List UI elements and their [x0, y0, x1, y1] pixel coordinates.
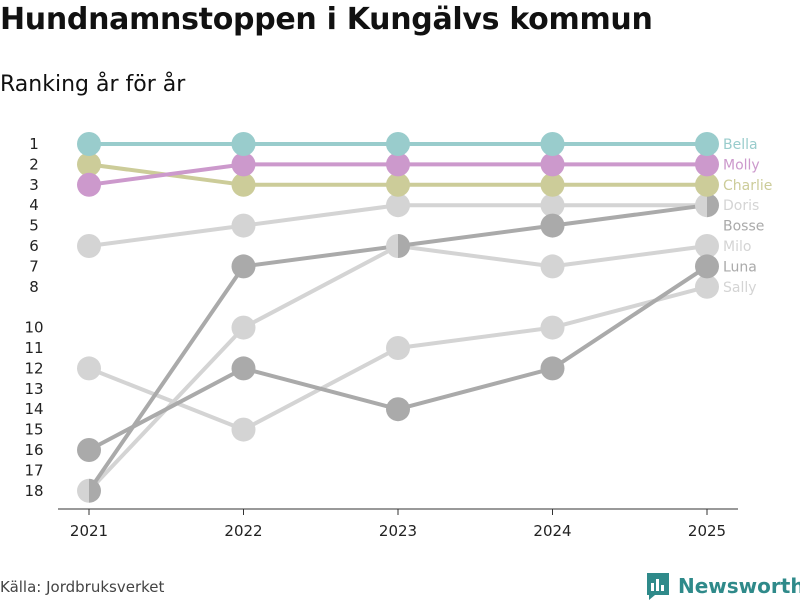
end-label-milo: Milo [723, 239, 751, 255]
point-doris-2023 [386, 193, 410, 218]
brand-logo: Newsworthy [645, 571, 800, 601]
point-molly-2024 [540, 152, 565, 177]
point-milo-2024 [540, 254, 565, 279]
x-tick-label: 2021 [70, 522, 108, 540]
chart-axes: 2021 2022 2023 2024 202512345678101112131415… [24, 135, 738, 540]
point-molly-2022 [231, 152, 256, 177]
x-tick-label: 2023 [379, 522, 417, 540]
point-charlie-2024 [540, 172, 565, 197]
point-sally-2024 [540, 315, 565, 340]
point-molly-2023 [386, 152, 410, 177]
newsworthy-icon [647, 573, 669, 600]
point-charlie-2022 [231, 172, 256, 197]
end-label-doris: Doris [723, 198, 759, 214]
point-sally-2021 [77, 356, 101, 381]
point-charlie-2023 [386, 172, 410, 197]
y-tick-label: 8 [29, 278, 39, 296]
chart-subtitle: Ranking år för år [0, 72, 186, 97]
point-bella-2025 [695, 132, 719, 156]
x-tick-label: 2024 [533, 522, 571, 540]
point-luna-2022 [231, 356, 256, 381]
point-charlie-2021 [77, 152, 101, 177]
point-milo-2022 [231, 315, 256, 340]
y-tick-label: 10 [24, 319, 43, 337]
series-end-labels: Bella Molly Charlie Doris Bosse Milo Luna Sally [723, 137, 772, 296]
point-doris-2024 [540, 193, 565, 218]
y-tick-label: 13 [24, 380, 43, 398]
y-tick-label: 3 [29, 176, 39, 194]
y-tick-label: 2 [29, 155, 39, 173]
end-label-luna: Luna [723, 259, 757, 275]
point-bosse-2023 [398, 234, 410, 258]
x-tick-label: 2025 [688, 522, 726, 540]
point-bella-2024 [540, 132, 565, 156]
chart-title: Hundnamnstoppen i Kungälvs kommun [0, 2, 653, 37]
brand-name: Newsworthy [678, 574, 800, 598]
point-bosse-2022 [231, 254, 256, 279]
series-points [77, 132, 719, 503]
point-luna-2025 [695, 254, 719, 279]
point-luna-2021 [77, 438, 101, 462]
source-note: Källa: Jordbruksverket [0, 578, 165, 596]
y-tick-label: 5 [29, 217, 39, 235]
point-milo-2021 [77, 478, 89, 503]
point-sally-2022 [231, 417, 256, 442]
y-tick-label: 12 [24, 359, 43, 377]
point-molly-2021 [77, 172, 101, 197]
end-label-charlie: Charlie [723, 178, 772, 194]
y-tick-label: 6 [29, 237, 39, 255]
end-label-sally: Sally [723, 280, 757, 296]
y-tick-label: 4 [29, 196, 39, 214]
y-tick-label: 18 [24, 482, 43, 500]
point-bosse-2021 [89, 478, 101, 503]
y-tick-label: 16 [24, 441, 43, 459]
x-tick-label: 2022 [224, 522, 262, 540]
point-doris-2021 [77, 234, 101, 258]
point-sally-2023 [386, 336, 410, 360]
end-label-bosse: Bosse [723, 219, 764, 235]
point-doris-2025 [695, 193, 707, 218]
point-milo-2023 [386, 234, 398, 258]
y-tick-label: 7 [29, 257, 39, 275]
point-luna-2023 [386, 397, 410, 422]
end-label-molly: Molly [723, 157, 760, 173]
y-tick-label: 14 [24, 400, 43, 418]
point-bosse-2024 [540, 213, 565, 238]
point-bella-2021 [77, 132, 101, 156]
point-doris-2022 [231, 213, 256, 238]
point-bella-2023 [386, 132, 410, 156]
point-bella-2022 [231, 132, 256, 156]
series-line-milo [87, 244, 709, 493]
end-label-bella: Bella [723, 137, 758, 153]
y-tick-label: 17 [24, 461, 43, 479]
point-milo-2025 [695, 234, 719, 258]
point-charlie-2025 [695, 172, 719, 197]
point-sally-2025 [695, 274, 719, 299]
point-molly-2025 [695, 152, 719, 177]
point-luna-2024 [540, 356, 565, 381]
point-bosse-2025 [707, 193, 719, 218]
y-tick-label: 15 [24, 421, 43, 439]
y-tick-label: 11 [24, 339, 43, 357]
y-tick-label: 1 [29, 135, 39, 153]
